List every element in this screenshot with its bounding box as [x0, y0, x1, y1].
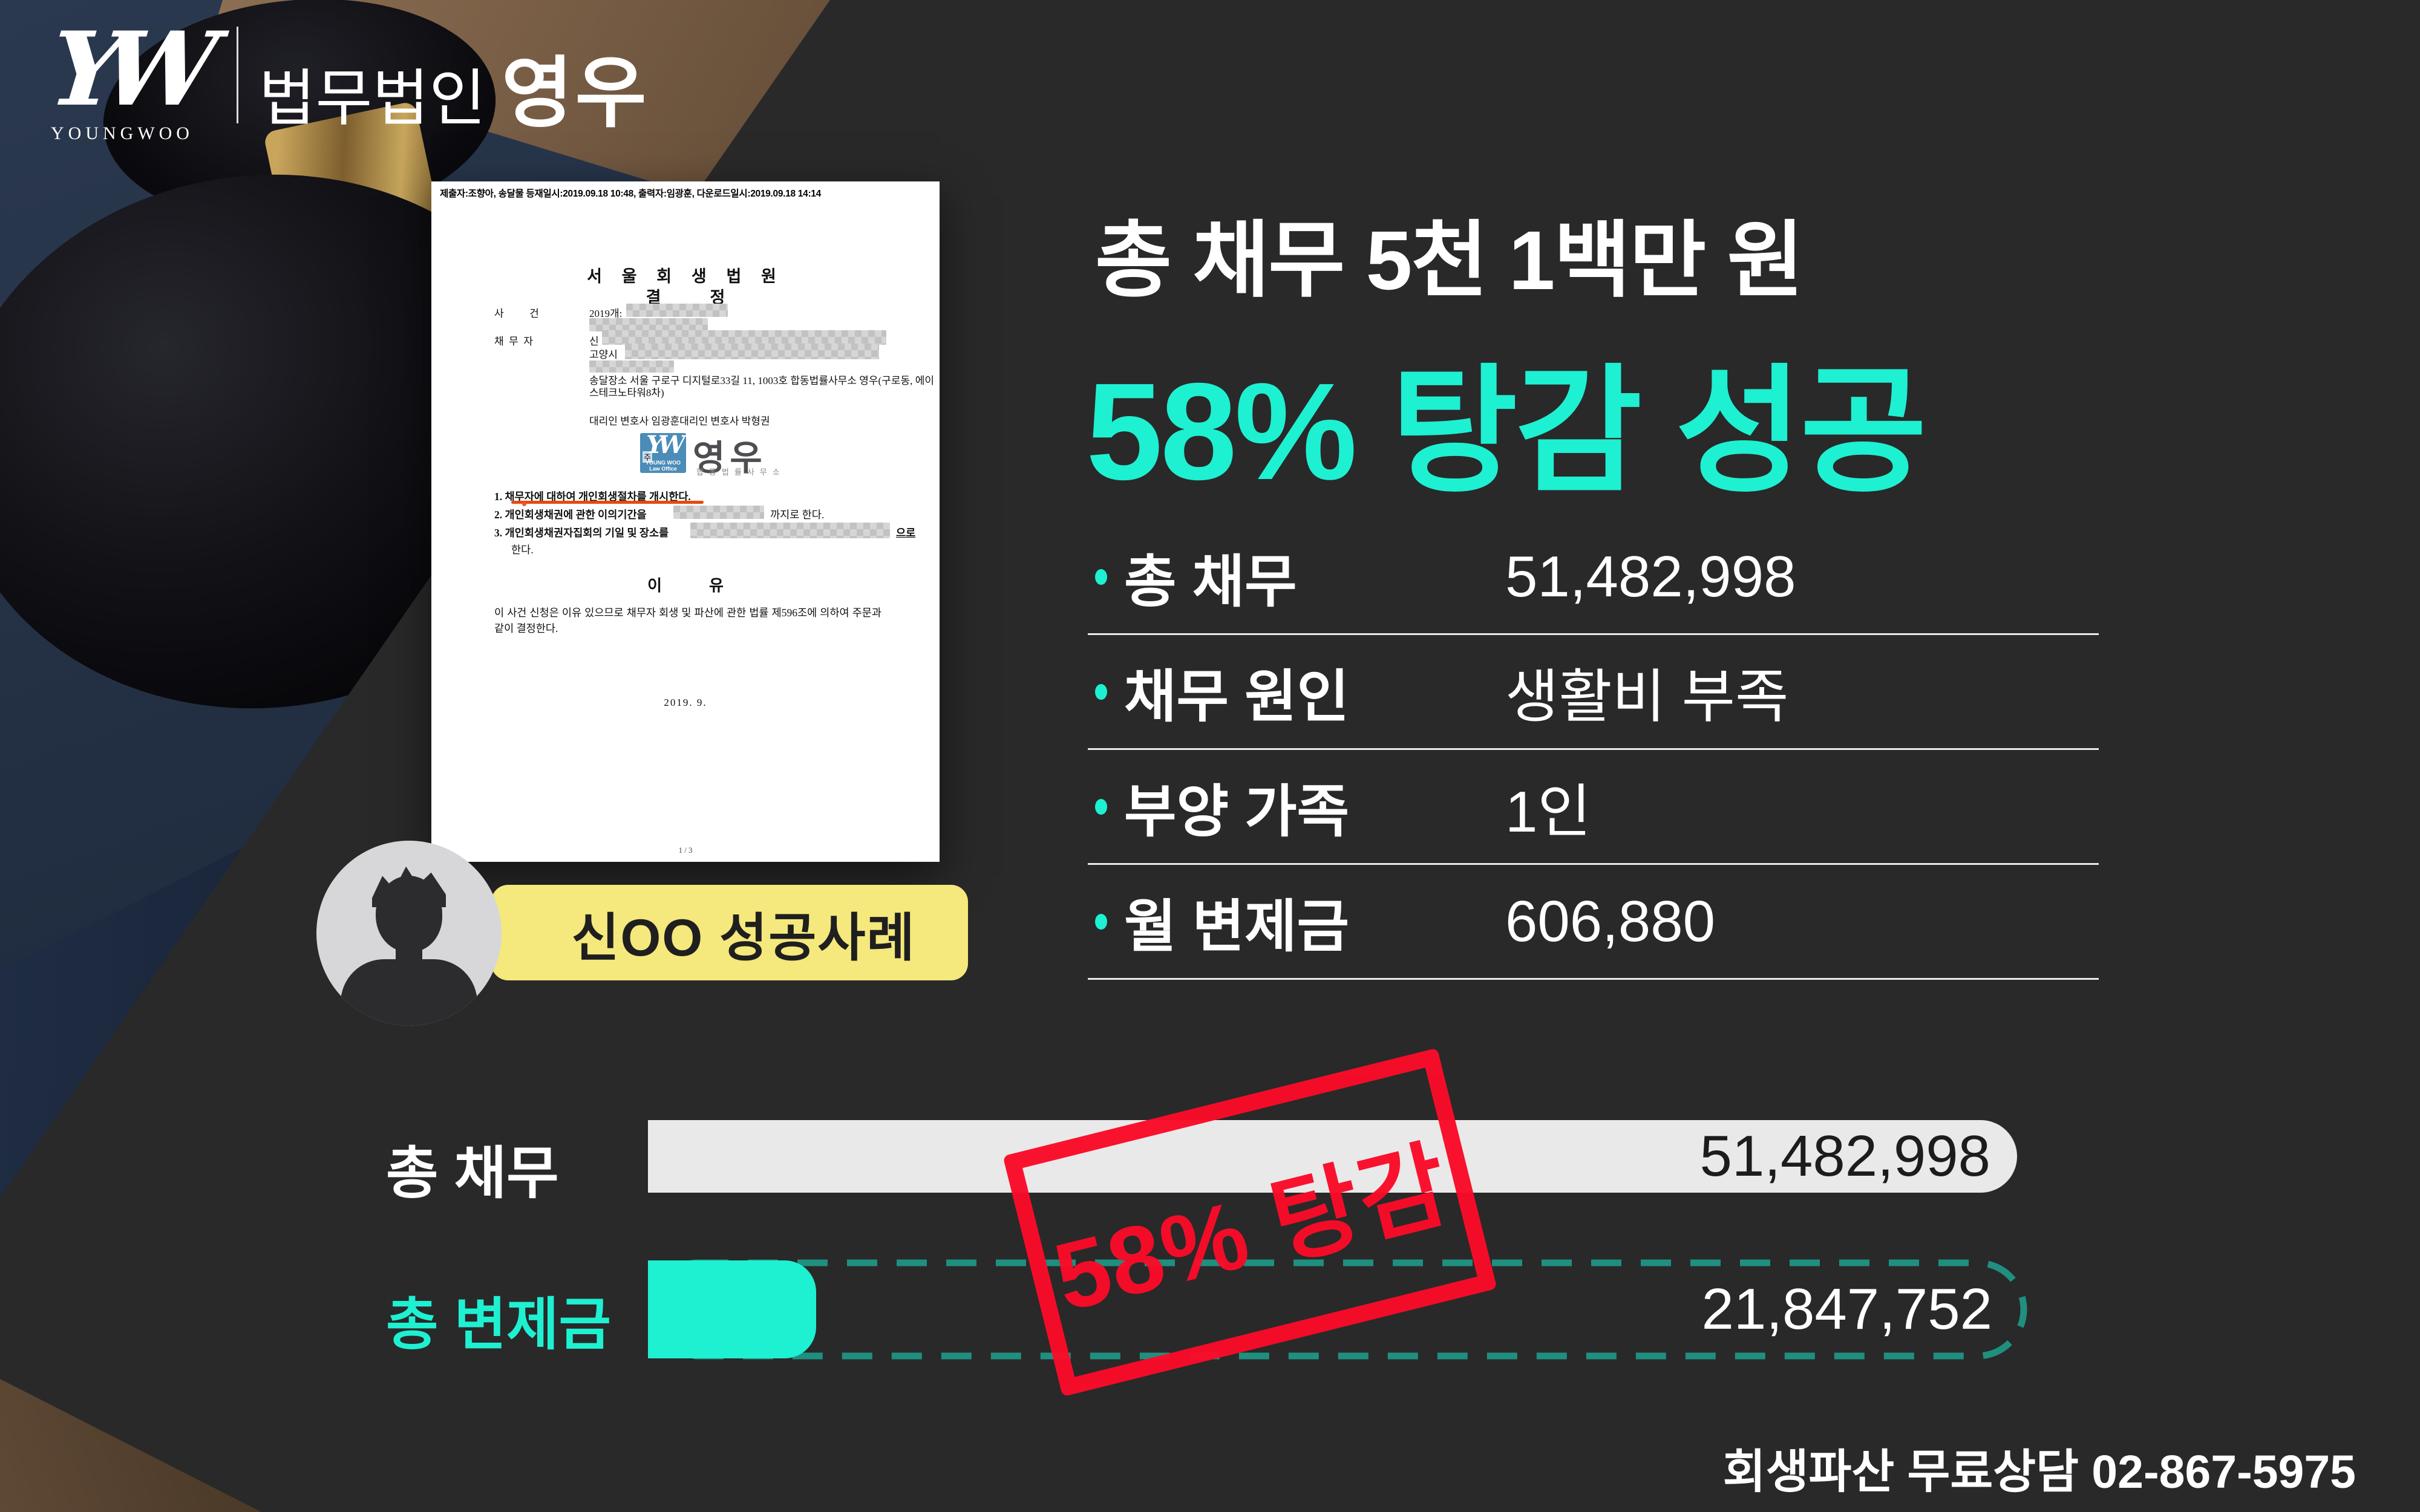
doc-logo-blue-box: YW 주 YOUNG WOO Law Office [640, 433, 686, 473]
avatar [316, 841, 502, 1026]
doc-logo-yw-icon: YW [646, 433, 685, 459]
reason-title: 이 유 [647, 577, 724, 595]
reason-body: 이 사건 신청은 이유 있으므로 채무자 회생 및 파산에 관한 법률 제596… [494, 607, 881, 634]
reduction-stamp-label: 58% 탕감 [1044, 1130, 1460, 1331]
order-item-3-tail: 으로 [896, 527, 916, 539]
bar-label-total-debt: 총 채무 [386, 1141, 559, 1205]
case-label: 사 건 [494, 308, 539, 319]
row-value: 606,880 [1505, 888, 1716, 954]
doc-logo-en1: YOUNG WOO [646, 460, 681, 466]
small-orange-dot [522, 502, 526, 506]
row-label: 총 채무 [1124, 549, 1297, 613]
table-row: 채무 원인 생활비 부족 [1088, 635, 2099, 750]
table-row: 부양 가족 1인 [1088, 750, 2099, 865]
debtor-name: 신 [589, 336, 599, 347]
bullet-dot-icon [1095, 683, 1107, 700]
order-item-2-tail: 까지로 한다. [770, 509, 825, 521]
bullet-dot-icon [1095, 569, 1107, 585]
debtor-city: 고양시 [589, 349, 618, 360]
row-value: 1인 [1505, 780, 1591, 844]
row-value: 생활비 부족 [1505, 665, 1789, 729]
orange-underline [511, 501, 704, 504]
debtor-label: 채 무 자 [494, 336, 533, 347]
repayment-fill-bar [648, 1260, 816, 1358]
redaction-blur [589, 318, 708, 331]
redaction-blur [626, 304, 728, 317]
total-debt-bar: 51,482,998 [648, 1120, 2017, 1193]
case-summary-table: 총 채무 51,482,998 채무 원인 생활비 부족 부양 가족 1인 월 … [1088, 520, 2099, 980]
doc-firm-stamp: YW 주 YOUNG WOO Law Office 영우 합동법률사무소 [431, 431, 940, 478]
total-debt-bar-value: 51,482,998 [1699, 1124, 1990, 1188]
document-meta-line: 제출자:조향아, 송달물 등재일시:2019.09.18 10:48, 출력자:… [440, 189, 821, 199]
row-label: 월 변제금 [1124, 894, 1350, 958]
firm-name: 영우 [501, 51, 649, 137]
bullet-dot-icon [1095, 913, 1107, 930]
doc-logo-kr: 영우 [693, 438, 767, 478]
logo-divider [236, 27, 238, 123]
row-label: 부양 가족 [1124, 779, 1350, 843]
contact-phone: 회생파산 무료상담 02-867-5975 [1722, 1446, 2356, 1498]
order-item-3: 3. 개인회생채권자집회의 기일 및 장소를 [494, 527, 669, 539]
service-address: 송달장소 서울 구로구 디지털로33길 11, 1003호 합동법률사무소 영우… [589, 375, 934, 399]
redaction-blur [625, 344, 879, 359]
row-value: 51,482,998 [1505, 544, 1796, 609]
case-number: 2019개: [589, 308, 623, 319]
youngwoo-logo-icon: YW [44, 9, 203, 129]
table-row: 월 변제금 606,880 [1088, 865, 2099, 980]
doc-logo-sub: 합동법률사무소 [696, 468, 785, 477]
logo-caption: YOUNGWOO [51, 123, 194, 143]
total-repayment-value: 21,847,752 [1701, 1277, 1992, 1341]
page-number: 1 / 3 [678, 846, 693, 855]
headline-total-debt: 총 채무 5천 1백만 원 [1095, 214, 1804, 307]
redaction-blur [589, 360, 674, 373]
bullet-dot-icon [1095, 798, 1107, 815]
bar-label-total-repayment: 총 변제금 [386, 1292, 612, 1356]
redaction-blur [673, 506, 764, 519]
order-item-3-cont: 한다. [511, 544, 534, 556]
dashed-outline-icon [648, 1259, 2027, 1360]
attorney-line: 대리인 변호사 임광훈대리인 변호사 박형권 [589, 415, 770, 427]
court-decision-document: 제출자:조향아, 송달물 등재일시:2019.09.18 10:48, 출력자:… [431, 181, 940, 862]
total-repayment-bar: 21,847,752 [648, 1259, 2027, 1360]
brand-header: YW YOUNGWOO 법무법인 영우 [45, 9, 649, 144]
order-item-1: 1. 채무자에 대하여 개인회생절차를 개시한다. [494, 490, 691, 503]
doc-logo-ju: 주 [643, 451, 652, 463]
headline-result: 58% 탕감 성공 [1086, 355, 1927, 509]
document-date: 2019. 9. [664, 697, 707, 708]
firm-prefix: 법무법인 [258, 65, 486, 134]
row-label: 채무 원인 [1124, 664, 1350, 728]
redaction-blur [602, 330, 886, 345]
doc-logo-en2: Law Office [649, 466, 677, 472]
redaction-blur [690, 523, 890, 538]
order-item-2: 2. 개인회생채권에 관한 이의기간을 [494, 509, 647, 521]
court-name: 서 울 회 생 법 원 [587, 267, 784, 285]
case-badge: 신OO 성공사례 [491, 885, 968, 980]
table-row: 총 채무 51,482,998 [1088, 520, 2099, 635]
case-badge-label: 신OO 성공사례 [571, 908, 916, 967]
